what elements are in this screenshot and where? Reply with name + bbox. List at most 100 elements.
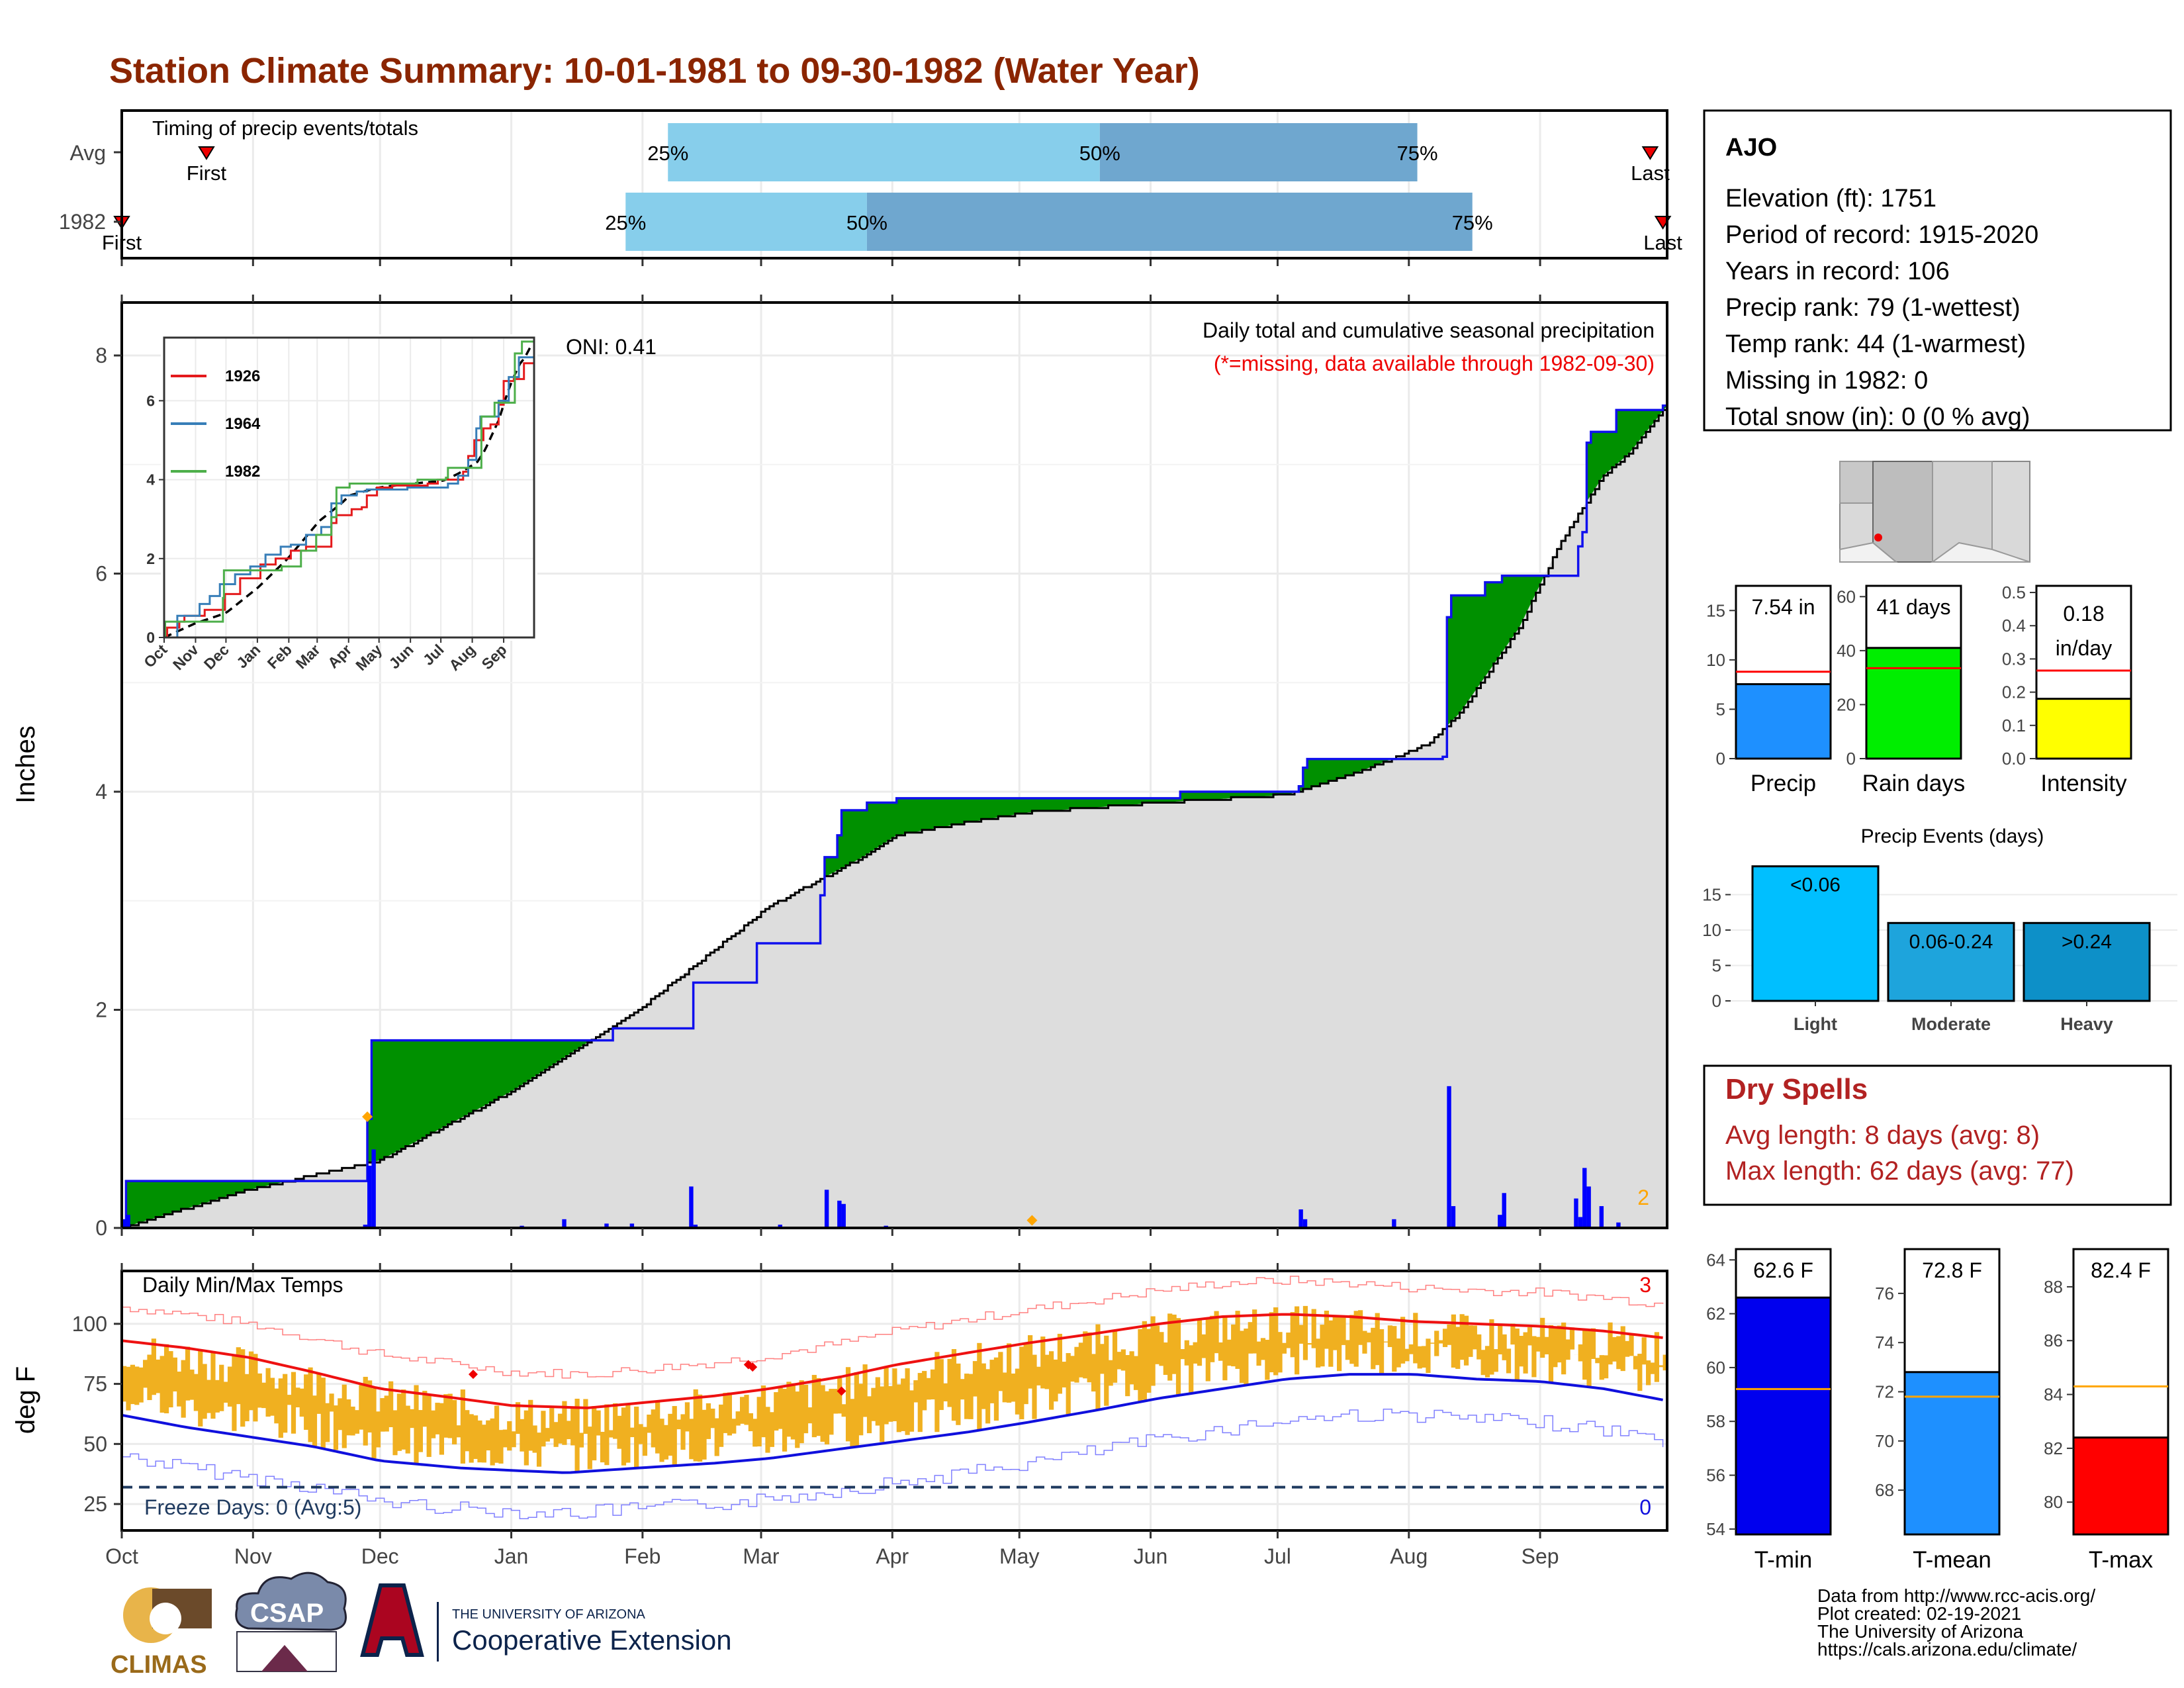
stat-value-label: 7.54 in: [1751, 595, 1815, 619]
month-tick-label: May: [999, 1544, 1039, 1568]
precip-surplus-area: [274, 1181, 279, 1184]
precip-surplus-area: [253, 1181, 258, 1189]
daily-temp-bar: [1430, 1342, 1435, 1344]
precip-surplus-area: [1036, 798, 1041, 812]
daily-temp-bar: [774, 1392, 779, 1431]
precip-surplus-area: [1535, 575, 1541, 594]
stat-value-bar: [1865, 647, 1962, 760]
daily-temp-bar: [956, 1363, 961, 1425]
precip-surplus-area: [1265, 792, 1270, 796]
daily-temp-bar: [414, 1385, 419, 1464]
daily-temp-bar: [1523, 1332, 1528, 1374]
daily-temp-bar: [354, 1410, 360, 1434]
temp-summary-y-tick-label: 58: [1706, 1411, 1725, 1431]
stat-chart-rain-days: 0 20 40 60 41 days Rain days: [1837, 585, 1965, 796]
daily-temp-bar: [168, 1351, 173, 1408]
ua-divider: [437, 1602, 439, 1662]
precip-surplus-area: [1205, 792, 1210, 800]
daily-temp-bar: [439, 1403, 444, 1455]
precip-surplus-area: [1612, 432, 1617, 469]
precip-surplus-area: [257, 1181, 262, 1188]
precip-surplus-area: [1468, 595, 1473, 702]
temp-summary-y-tick-label: 84: [2044, 1385, 2063, 1405]
daily-temp-bar: [142, 1360, 148, 1388]
precip-surplus-area: [269, 1181, 275, 1186]
daily-temp-bar: [1125, 1355, 1130, 1397]
stat-y-tick-label: 10: [1706, 650, 1725, 670]
inset-series-line: [164, 341, 535, 639]
daily-temp-bar: [829, 1389, 834, 1435]
precip-surplus-area: [1011, 798, 1016, 816]
daily-precip-bar: [367, 1166, 372, 1228]
daily-temp-bar: [1371, 1327, 1376, 1370]
daily-temp-bar: [634, 1406, 639, 1468]
daily-temp-bar: [1629, 1334, 1634, 1356]
daily-precip-bar: [1616, 1222, 1621, 1228]
temp-summary-bar: [1903, 1371, 2001, 1536]
precip-surplus-area: [1608, 432, 1613, 472]
precip-surplus-area: [1057, 798, 1062, 810]
daily-precip-bar: [1298, 1209, 1303, 1228]
daily-temp-bar: [714, 1418, 719, 1456]
precip-surplus-area: [1210, 792, 1215, 800]
precip-surplus-area: [1053, 798, 1058, 811]
daily-temp-bar: [922, 1371, 927, 1411]
precip-surplus-area: [1506, 575, 1511, 647]
precip-surplus-area: [1078, 798, 1083, 809]
daily-temp-bar: [930, 1369, 936, 1399]
daily-temp-bar: [1269, 1312, 1274, 1373]
timing-percentile-label: 25%: [605, 211, 646, 234]
daily-temp-bar: [600, 1432, 606, 1463]
precip-surplus-area: [947, 798, 952, 826]
precip-surplus-area: [375, 1040, 381, 1162]
precip-surplus-area: [1049, 798, 1054, 811]
daily-temp-bar: [1502, 1334, 1507, 1360]
daily-temp-bar: [1112, 1330, 1118, 1383]
stat-chart-precip: 0 5 10 15 7.54 in Precip: [1706, 585, 1832, 796]
daily-temp-bar: [1379, 1329, 1385, 1374]
daily-temp-bar: [1633, 1356, 1639, 1370]
precip-surplus-area: [1659, 410, 1664, 416]
record-high-marker: [468, 1370, 478, 1380]
temp-summary-y-tick-label: 74: [1875, 1333, 1894, 1352]
precip-surplus-area: [1244, 792, 1249, 798]
daily-temp-bar: [304, 1374, 309, 1430]
precip-surplus-area: [1341, 759, 1346, 778]
month-tick-label: Jun: [1134, 1544, 1168, 1568]
temp-summary-y-tick-label: 60: [1706, 1358, 1725, 1378]
daily-temp-bar: [1091, 1354, 1097, 1392]
daily-temp-bar: [451, 1399, 457, 1444]
precip-y-tick-label: 4: [95, 780, 107, 804]
daily-temp-bar: [993, 1357, 999, 1421]
precip-surplus-area: [833, 857, 838, 873]
station-detail-line: Elevation (ft): 1751: [1725, 185, 1936, 212]
precip-surplus-area: [1154, 798, 1160, 803]
precip-surplus-area: [1175, 798, 1181, 802]
daily-precip-bar: [1574, 1198, 1578, 1228]
precip-surplus-area: [845, 810, 850, 867]
daily-temp-bar: [625, 1405, 631, 1463]
csap-logo: CSAP: [235, 1571, 347, 1672]
month-tick-label: Apr: [876, 1544, 909, 1568]
precip-surplus-area: [1604, 432, 1609, 476]
daily-temp-bar: [1582, 1329, 1588, 1380]
map-state-az: [1872, 461, 1933, 563]
daily-temp-bar: [985, 1369, 991, 1424]
record-min-line: [122, 1409, 1664, 1519]
event-bar-label: <0.06: [1790, 874, 1841, 896]
events-y-tick-label: 15: [1702, 885, 1721, 905]
daily-temp-bar: [401, 1389, 406, 1450]
precip-surplus-area: [1099, 798, 1105, 808]
daily-temp-bar: [1273, 1307, 1279, 1376]
daily-temp-bar: [1455, 1327, 1461, 1369]
precip-surplus-area: [443, 1040, 449, 1127]
daily-temp-bar: [638, 1424, 643, 1444]
event-category-label: Moderate: [1911, 1014, 1991, 1034]
precip-surplus-area: [926, 798, 931, 830]
daily-temp-bar: [329, 1393, 334, 1412]
precip-surplus-area: [977, 798, 982, 821]
daily-temp-bar: [756, 1397, 762, 1447]
inset-y-tick-label: 2: [146, 550, 155, 567]
temp-summary-category-label: T-mean: [1913, 1547, 1991, 1573]
last-event-label: Last: [1643, 231, 1682, 254]
